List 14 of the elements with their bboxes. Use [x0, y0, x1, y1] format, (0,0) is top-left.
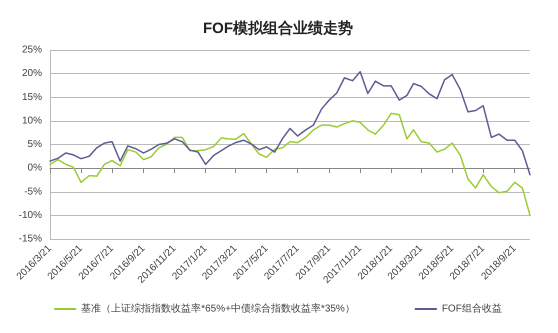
y-tick-label: -10% [18, 210, 42, 221]
y-tick-label: 0% [28, 162, 42, 174]
y-tick-label: 5% [28, 139, 42, 150]
line-series [49, 112, 531, 216]
y-tick-label: -5% [24, 186, 42, 198]
legend-label: FOF组合收益 [442, 302, 502, 314]
y-tick-label: 15% [22, 92, 42, 103]
line-series [49, 70, 531, 176]
y-tick-label: 25% [22, 44, 42, 56]
legend-label: 基准（上证综指指数收益率*65%+中债综合指数收益率*35%） [81, 302, 355, 314]
y-tick-label: -15% [18, 234, 42, 244]
y-tick-label: 10% [22, 115, 42, 126]
chart-title: FOF模拟组合业绩走势 [203, 20, 353, 37]
y-tick-label: 20% [22, 68, 42, 80]
